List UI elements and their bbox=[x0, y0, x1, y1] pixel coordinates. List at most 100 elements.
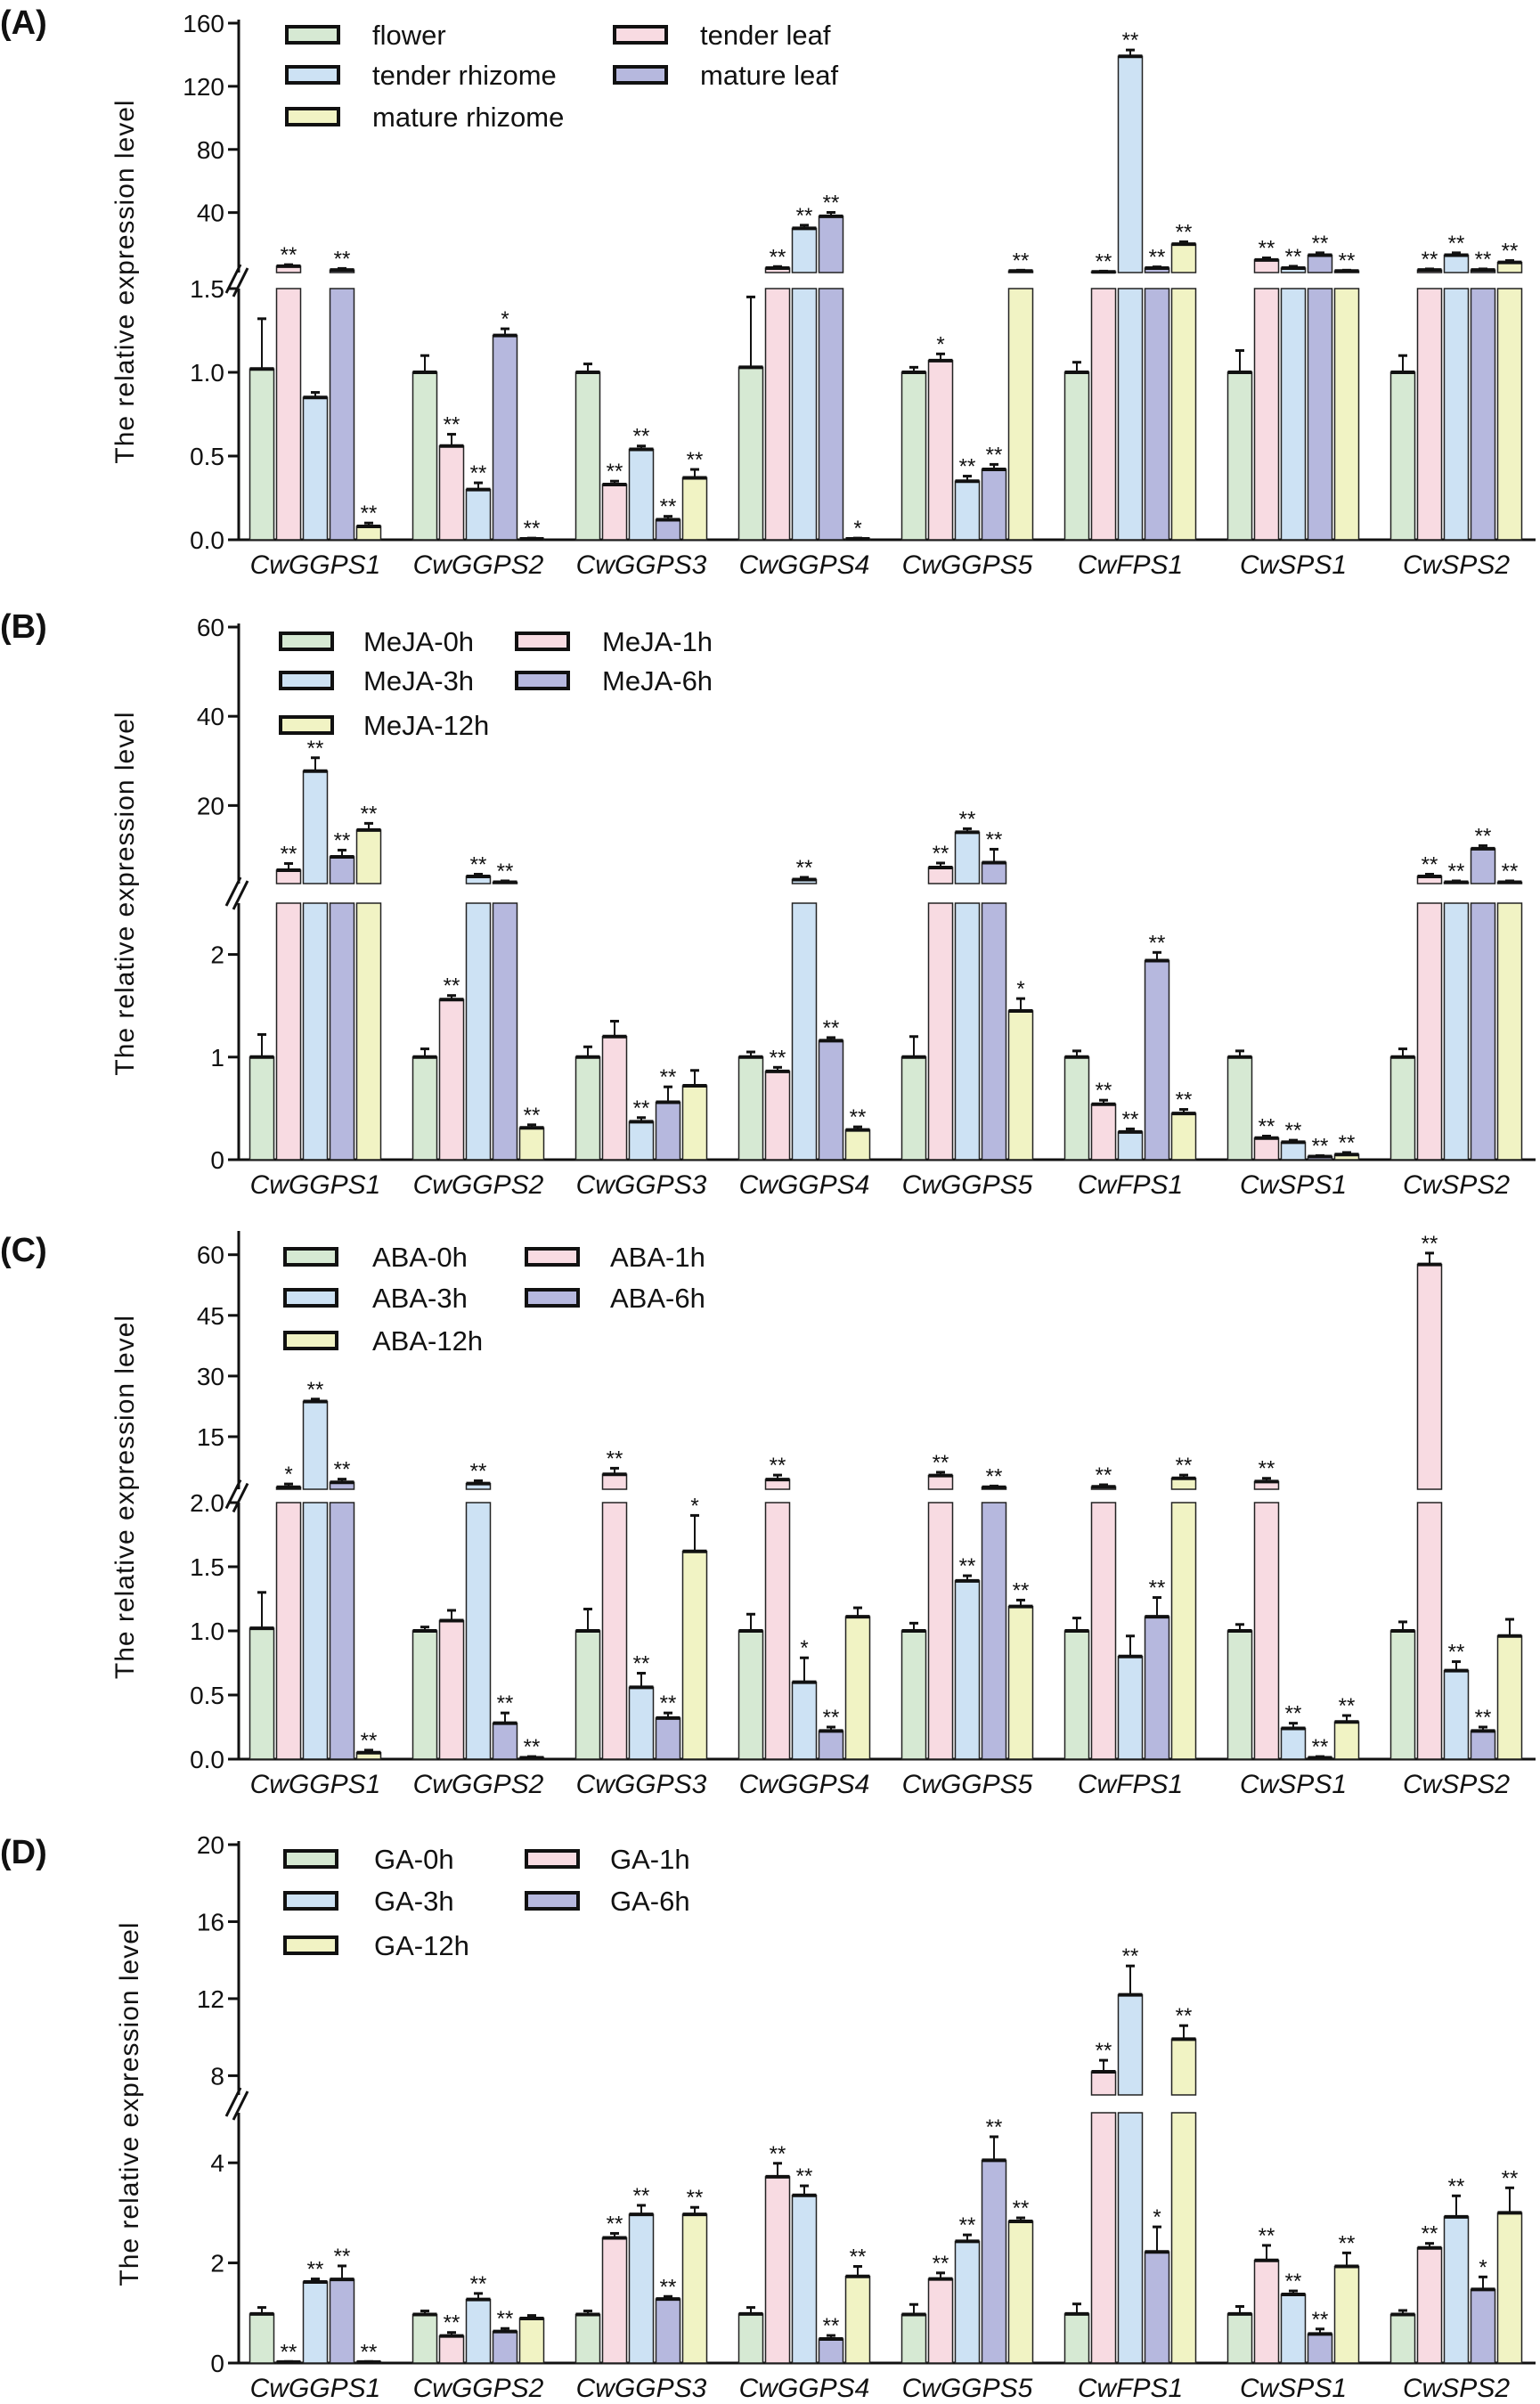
bar bbox=[1144, 2251, 1170, 2364]
significance-mark: ** bbox=[1502, 860, 1519, 884]
bar bbox=[411, 1630, 438, 1760]
legend-swatch bbox=[515, 671, 570, 690]
y-axis-label: The relative expression level bbox=[110, 711, 140, 1075]
axis-break-mark bbox=[224, 876, 242, 907]
bar bbox=[954, 902, 981, 1161]
bar bbox=[954, 1580, 981, 1760]
bar bbox=[1416, 288, 1443, 541]
significance-mark: ** bbox=[1013, 1578, 1030, 1602]
bar bbox=[411, 371, 438, 541]
significance-mark: ** bbox=[1475, 824, 1492, 848]
legend-swatch bbox=[283, 1331, 338, 1350]
legend-swatch bbox=[525, 1849, 580, 1869]
significance-mark: ** bbox=[633, 425, 650, 449]
bar-upper-segment bbox=[1307, 254, 1333, 273]
significance-mark: ** bbox=[1339, 1694, 1356, 1718]
y-tick-label: 8 bbox=[210, 2062, 224, 2090]
axis-break-mark bbox=[232, 267, 249, 297]
legend-swatch bbox=[283, 1935, 338, 1955]
significance-mark: ** bbox=[770, 2142, 786, 2166]
significance-mark: ** bbox=[959, 2213, 976, 2237]
significance-mark: ** bbox=[1176, 1088, 1193, 1112]
bar bbox=[1470, 1730, 1496, 1760]
y-tick-label: 0.0 bbox=[190, 1746, 224, 1773]
x-category-label: CwGGPS4 bbox=[739, 1170, 870, 1200]
legend-label: MeJA-1h bbox=[602, 626, 713, 657]
bar bbox=[1389, 1630, 1416, 1760]
y-tick-label: 30 bbox=[197, 1363, 224, 1390]
significance-mark: ** bbox=[959, 807, 976, 831]
significance-mark: ** bbox=[933, 842, 949, 866]
bar-upper-segment bbox=[1090, 2071, 1117, 2096]
bar bbox=[438, 1619, 465, 1760]
bar bbox=[1007, 1605, 1034, 1760]
legend-swatch bbox=[283, 1849, 338, 1869]
bar bbox=[438, 444, 465, 541]
x-category-label: CwGGPS2 bbox=[413, 1770, 544, 1799]
significance-mark: ** bbox=[524, 1104, 541, 1128]
bar bbox=[791, 2194, 818, 2364]
significance-mark: ** bbox=[361, 1729, 378, 1753]
panel-label: (D) bbox=[0, 1834, 47, 1871]
bar bbox=[1280, 2294, 1307, 2364]
legend-label: GA-1h bbox=[610, 1844, 690, 1875]
bar bbox=[1063, 1056, 1090, 1161]
axis-break-mark bbox=[232, 2090, 249, 2121]
significance-mark: * bbox=[1153, 2205, 1161, 2229]
significance-mark: ** bbox=[1475, 1706, 1492, 1730]
y-tick-label: 0.5 bbox=[190, 1682, 224, 1709]
bar bbox=[465, 1502, 492, 1760]
bar-upper-segment bbox=[927, 1474, 954, 1490]
legend-label: GA-3h bbox=[374, 1886, 454, 1917]
significance-mark: ** bbox=[796, 204, 813, 228]
significance-mark: ** bbox=[1339, 2231, 1356, 2255]
significance-mark: ** bbox=[1149, 246, 1166, 270]
bar bbox=[954, 480, 981, 541]
bar-upper-segment bbox=[1443, 254, 1470, 273]
bar bbox=[1416, 2246, 1443, 2364]
significance-mark: ** bbox=[660, 2275, 677, 2299]
bar-upper-segment bbox=[275, 869, 302, 884]
x-category-label: CwGGPS1 bbox=[250, 550, 381, 580]
bar-upper-segment bbox=[329, 856, 355, 884]
x-category-label: CwSPS1 bbox=[1240, 1770, 1347, 1799]
bar bbox=[737, 2313, 764, 2364]
significance-mark: ** bbox=[770, 1046, 786, 1070]
significance-mark: ** bbox=[1149, 931, 1166, 955]
bar bbox=[329, 288, 355, 541]
x-category-label: CwSPS2 bbox=[1403, 1170, 1510, 1200]
legend-swatch bbox=[279, 671, 334, 690]
significance-mark: ** bbox=[1096, 1463, 1112, 1487]
legend-label: ABA-12h bbox=[372, 1325, 483, 1357]
legend-swatch bbox=[525, 1891, 580, 1911]
legend-label: ABA-1h bbox=[610, 1242, 705, 1273]
significance-mark: ** bbox=[470, 2272, 487, 2296]
x-category-label: CwGGPS5 bbox=[902, 1770, 1033, 1799]
bar bbox=[601, 1036, 628, 1161]
chart-panel-d: (D) The relative expression level 0 2 4 8 12 16… bbox=[0, 1831, 1536, 2403]
significance-mark: ** bbox=[959, 1554, 976, 1578]
legend-swatch bbox=[525, 1288, 580, 1308]
significance-mark: ** bbox=[1448, 860, 1465, 884]
y-tick-label: 20 bbox=[197, 792, 224, 819]
bar-upper-segment bbox=[1170, 2038, 1197, 2096]
x-category-label: CwGGPS3 bbox=[576, 2374, 707, 2403]
x-category-label: CwFPS1 bbox=[1078, 2374, 1183, 2403]
axis-break-mark bbox=[224, 2087, 242, 2117]
legend-label: ABA-0h bbox=[372, 1242, 468, 1273]
x-category-label: CwGGPS5 bbox=[902, 1170, 1033, 1200]
significance-mark: ** bbox=[986, 1464, 1003, 1488]
x-category-label: CwGGPS1 bbox=[250, 2374, 381, 2403]
significance-mark: ** bbox=[850, 1105, 867, 1129]
y-tick-label: 0.0 bbox=[190, 526, 224, 554]
significance-mark: * bbox=[1479, 2255, 1487, 2279]
bar bbox=[628, 2213, 655, 2364]
significance-mark: ** bbox=[361, 501, 378, 526]
significance-mark: ** bbox=[933, 2252, 949, 2276]
bar bbox=[681, 1085, 708, 1161]
bar bbox=[275, 1502, 302, 1760]
x-category-label: CwGGPS1 bbox=[250, 1770, 381, 1799]
significance-mark: ** bbox=[1149, 1577, 1166, 1601]
bar bbox=[900, 2313, 927, 2364]
